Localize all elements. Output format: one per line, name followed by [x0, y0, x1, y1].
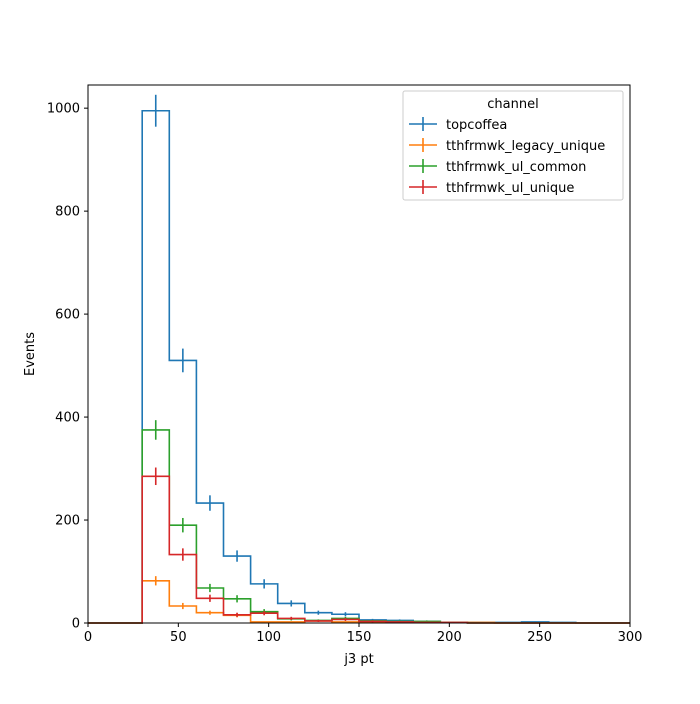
x-axis-label: j3 pt [343, 652, 373, 667]
x-tick-label: 100 [256, 630, 281, 645]
legend-label: tthfrmwk_legacy_unique [446, 139, 605, 154]
y-tick-label: 0 [72, 617, 80, 632]
legend-label: topcoffea [446, 118, 507, 133]
y-tick-label: 800 [55, 205, 80, 220]
y-axis-label: Events [23, 332, 38, 376]
legend: channel topcoffea tthfrmwk_legacy_uniquet… [402, 90, 624, 201]
y-tick-label: 400 [55, 411, 80, 426]
x-tick-label: 200 [437, 630, 462, 645]
y-tick-label: 200 [55, 514, 80, 529]
legend-entry: topcoffea [409, 117, 507, 133]
legend-label: tthfrmwk_ul_common [446, 160, 586, 175]
legend-entry: tthfrmwk_ul_unique [409, 180, 574, 196]
x-tick-label: 50 [170, 630, 187, 645]
legend-entry: tthfrmwk_ul_common [409, 159, 586, 175]
x-tick-label: 0 [84, 630, 92, 645]
x-tick-label: 150 [347, 630, 372, 645]
x-tick-label: 300 [618, 630, 643, 645]
y-tick-label: 1000 [47, 102, 80, 117]
legend-entry: tthfrmwk_legacy_unique [409, 138, 605, 154]
y-tick-label: 600 [55, 308, 80, 323]
legend-label: tthfrmwk_ul_unique [446, 181, 574, 196]
x-tick-label: 250 [527, 630, 552, 645]
axes: 0 50 100 150 200 250 300 0 200 400 600 800 1000 [47, 84, 643, 645]
legend-title: channel [487, 97, 538, 112]
legend-box [402, 90, 624, 201]
